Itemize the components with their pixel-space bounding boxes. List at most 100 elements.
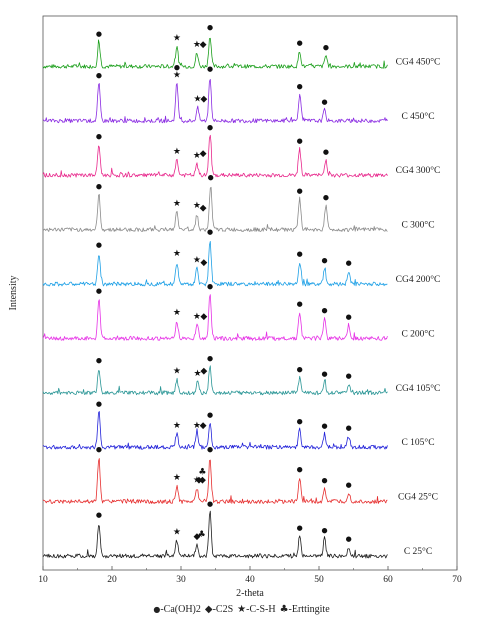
peak-marker: ★ [173,308,181,318]
peak-marker: ● [297,465,303,473]
peak-marker: ● [297,137,303,145]
peak-marker: ● [96,241,102,249]
peak-marker: ★ [173,421,181,431]
series-label-7: C 105°C [401,437,434,448]
x-tick-label: 50 [314,575,324,585]
peak-marker: ● [321,526,327,534]
series-label-3: C 300°C [401,220,434,231]
series-label-4: CG4 200°C [396,274,441,285]
peak-marker: ● [96,30,102,38]
legend-symbol: ★ [237,604,247,615]
series-label-5: C 200°C [401,328,434,339]
peak-marker: ● [321,370,327,378]
peak-marker: ◆ [200,203,207,213]
plot-frame [42,15,458,571]
peak-marker: ★ [173,249,181,259]
chart-svg: ● ★★◆●●●● ★●★◆●●●●★ ★◆●●●●★ ★◆●●●●★★ ◆●●● ●●★ ★… [8,15,462,599]
series-line-2 [42,134,388,178]
series-line-4 [42,240,388,287]
legend-symbol: ● [153,605,161,614]
peak-marker: ◆ [200,95,207,105]
peak-marker: ● [207,500,213,508]
series-label-6: CG4 105°C [396,383,441,394]
legend-item: ●-Ca(OH)2 [153,604,201,615]
peak-marker: ◆ [200,258,207,268]
peak-marker: ● [96,71,102,79]
peak-marker: ◆ [199,475,206,485]
series-label-9: C 25°C [404,546,432,557]
peak-marker: ● [96,400,102,408]
peak-marker: ● [297,39,303,47]
peak-marker: ● [207,354,213,362]
peak-marker: ★ [173,199,181,209]
x-tick-label: 30 [176,575,186,585]
peak-marker: ★ [193,312,201,322]
peak-marker: ● [346,424,352,432]
peak-marker: ★ [173,367,181,377]
peak-marker: ★ [173,528,181,538]
peak-marker: ★ [193,421,201,431]
peak-marker: ● [297,418,303,426]
legend-symbol: ♣ [279,604,289,615]
peak-marker: ● [96,357,102,365]
peak-marker: ● [96,446,102,454]
legend: ●-Ca(OH)2 ◆-C2S ★-C-S-H ♣-Erttingite [0,604,483,615]
x-tick-label: 10 [38,575,48,585]
peak-marker: ★ [193,201,201,211]
peak-marker: ● [346,313,352,321]
peak-marker: ● [207,282,213,290]
legend-label: -Ca(OH)2 [160,604,201,615]
peak-marker: ♣ [198,530,206,540]
peak-marker: ★ [194,369,202,379]
x-axis-label: 2-theta [236,588,264,599]
peak-marker: ● [297,524,303,532]
peak-marker: ◆ [193,532,200,542]
series-line-5 [42,294,388,341]
peak-marker: ● [174,63,180,71]
x-tick-label: 60 [383,575,393,585]
peak-marker: ★ [193,151,201,161]
legend-symbol: ◆ [204,604,213,615]
x-tick-label: 70 [452,575,462,585]
peak-marker: ★ [193,475,201,485]
peak-marker: ★ [173,70,181,80]
peak-marker: ● [207,411,213,419]
peak-marker: ● [321,476,327,484]
series-label-0: CG4 450°C [396,56,441,67]
series-line-8 [42,458,388,505]
series-line-3 [42,186,388,233]
peak-marker: ● [207,124,213,132]
peak-marker: ◆ [200,421,207,431]
peak-marker: ★ [173,147,181,157]
series-labels-layer: CG4 450°C C 450°C CG4 300°C C 300°C CG4 200°… [396,56,441,557]
peak-marker: ● [346,535,352,543]
legend-item: ★-C-S-H [237,604,275,615]
peak-marker: ● [207,228,213,236]
peak-marker: ● [207,446,213,454]
series-line-7 [42,411,388,450]
peak-marker: ● [346,372,352,380]
series-label-8: CG4 25°C [398,492,438,503]
peak-marker: ● [297,300,303,308]
peak-marker: ● [96,287,102,295]
peak-marker: ● [207,65,213,73]
series-line-6 [42,365,388,396]
y-axis-label: Intensity [8,276,19,311]
series-line-9 [42,510,388,559]
legend-item: ◆-C2S [205,604,233,615]
peak-marker: ★ [194,95,202,105]
legend-label: -Erttingite [288,604,330,615]
peak-marker: ● [96,182,102,190]
peak-marker: ● [297,82,303,90]
peak-marker: ◆ [195,475,202,485]
peak-marker: ★ [173,473,181,483]
peak-marker: ● [208,174,214,182]
x-tick-label: 40 [245,575,255,585]
peak-marker: ● [297,365,303,373]
legend-label: -C-S-H [246,604,276,615]
peak-marker: ● [207,24,213,32]
series-label-1: C 450°C [401,111,434,122]
peak-marker: ● [96,511,102,519]
peak-marker: ◆ [200,149,207,159]
